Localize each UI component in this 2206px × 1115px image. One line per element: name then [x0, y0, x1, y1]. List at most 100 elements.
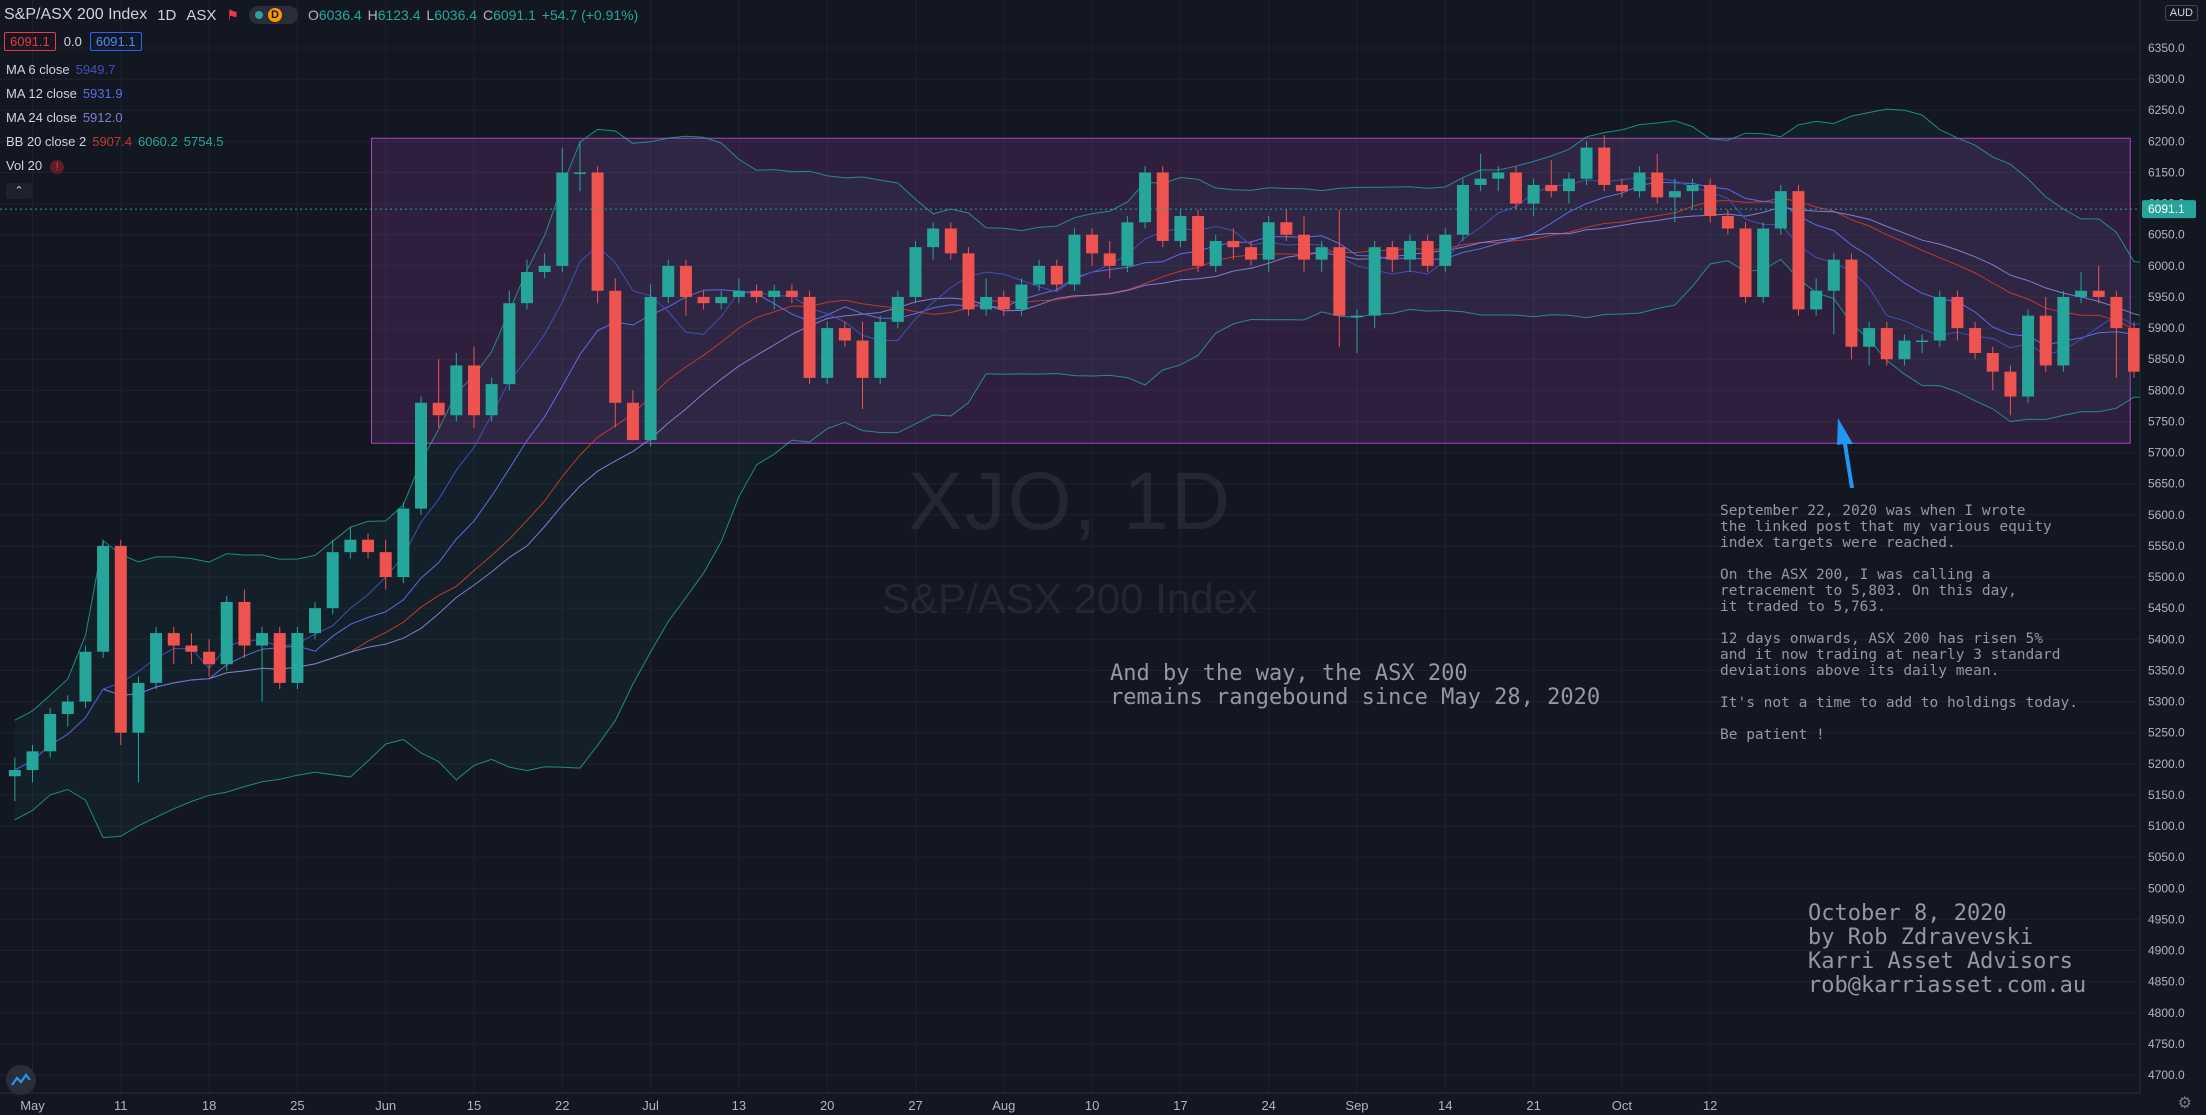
candle-body: [1439, 234, 1452, 266]
candle-body: [732, 290, 745, 297]
candle-body: [538, 265, 551, 273]
interval-label[interactable]: 1D: [157, 6, 177, 24]
candle-body: [1774, 191, 1787, 229]
time-tick-label: 11: [114, 1098, 128, 1113]
market-status-pill[interactable]: D: [248, 6, 298, 24]
currency-label[interactable]: AUD: [2164, 5, 2198, 21]
indicator-legend-row[interactable]: MA 6 close 5949.7: [6, 62, 115, 77]
candle-body: [874, 321, 887, 378]
candle-body: [132, 682, 145, 733]
time-tick-label: 18: [202, 1098, 216, 1113]
side-note: September 22, 2020 was when I wrote the …: [1720, 503, 2078, 743]
candle-body: [291, 633, 304, 683]
price-tick-label: 5650.0: [2148, 477, 2185, 491]
candle-body: [768, 290, 781, 297]
candle-body: [1757, 228, 1770, 297]
delayed-badge: D: [267, 8, 282, 22]
candle-body: [503, 303, 516, 385]
time-tick-label: 22: [555, 1098, 569, 1113]
candle-body: [1527, 184, 1540, 204]
candle-body: [1298, 234, 1311, 260]
indicator-value: 6060.2: [137, 134, 178, 149]
watermark-ticker: XJO, 1D: [908, 456, 1232, 547]
bollinger-band-fill: [14, 109, 2206, 838]
candle-body: [1792, 191, 1805, 310]
candle-body: [326, 552, 339, 609]
candle-body: [26, 751, 39, 771]
warning-icon[interactable]: !: [50, 160, 65, 174]
price-tick-label: 5450.0: [2148, 601, 2185, 615]
price-tick-label: 5100.0: [2148, 819, 2185, 833]
indicator-legend-row[interactable]: MA 24 close 5912.0: [6, 110, 123, 125]
candlesticks: [8, 135, 2206, 802]
candle-body: [609, 290, 622, 403]
sell-price-button[interactable]: 6091.1: [4, 32, 56, 51]
symbol-title[interactable]: S&P/ASX 200 Index: [4, 6, 148, 23]
price-tick-label: 5300.0: [2148, 695, 2185, 709]
time-tick-label: Oct: [1612, 1098, 1633, 1113]
gear-icon[interactable]: ⚙: [2177, 1095, 2192, 1112]
time-tick-label: 27: [908, 1098, 922, 1113]
time-tick-label: May: [20, 1098, 45, 1113]
candle-body: [1456, 184, 1469, 235]
flag-icon[interactable]: ⚑: [226, 6, 239, 23]
collapse-legend-button[interactable]: ⌃: [6, 183, 32, 199]
price-tick-label: 5850.0: [2148, 352, 2185, 366]
candle-body: [821, 328, 834, 378]
time-tick-label: Aug: [992, 1098, 1015, 1113]
candle-body: [1350, 315, 1363, 318]
candle-body: [1721, 216, 1734, 229]
candle-body: [150, 633, 163, 683]
tradingview-logo-icon[interactable]: [6, 1065, 36, 1095]
candle-body: [1315, 247, 1328, 260]
indicator-value: 5949.7: [75, 62, 116, 77]
candle-body: [1933, 296, 1946, 341]
bollinger-basis-line: [14, 197, 2206, 771]
candle-body: [1986, 352, 1999, 372]
indicator-legend-row[interactable]: BB 20 close 2 5907.4 6060.2 5754.5: [6, 134, 224, 149]
candle-body: [1827, 259, 1840, 291]
candle-body: [1492, 172, 1505, 179]
chart-grid: [0, 0, 2140, 1093]
time-axis: May 11 18 25 Jun 15 22 Jul 13 20 27 Aug 10 17 24 Sep 14 2…: [0, 1092, 2140, 1113]
candle-body: [1633, 172, 1646, 192]
candle-body: [1739, 228, 1752, 297]
candle-body: [2004, 371, 2017, 397]
candle-body: [697, 296, 710, 304]
last-price-badge: [2142, 200, 2196, 219]
candle-body: [2075, 290, 2088, 297]
time-tick-label: 14: [1438, 1098, 1452, 1113]
candle-body: [273, 633, 286, 683]
bollinger-fill-area: [14, 109, 2206, 838]
candle-body: [1916, 340, 1929, 343]
candle-body: [750, 290, 763, 297]
price-tick-label: 6150.0: [2148, 165, 2185, 179]
candle-body: [1386, 247, 1399, 260]
candle-body: [591, 172, 604, 291]
watermark-name: S&P/ASX 200 Index: [882, 575, 1258, 622]
candle-body: [256, 633, 269, 646]
price-tick-label: 4700.0: [2148, 1068, 2185, 1082]
price-tick-label: 4850.0: [2148, 975, 2185, 989]
candle-body: [61, 701, 74, 714]
candle-body: [362, 539, 375, 553]
candle-body: [1245, 247, 1258, 260]
candle-body: [803, 296, 816, 378]
candle-body: [1615, 184, 1628, 192]
candle-body: [626, 402, 639, 441]
indicator-label: MA 6 close: [6, 62, 70, 77]
candle-body: [1174, 216, 1187, 241]
bollinger-upper-line: [14, 108, 2206, 721]
candle-body: [1033, 265, 1046, 285]
indicator-legend-row[interactable]: MA 12 close 5931.9: [6, 86, 123, 101]
candle-body: [997, 296, 1010, 310]
candle-body: [1280, 222, 1293, 235]
price-tick-label: 5000.0: [2148, 881, 2185, 895]
candle-body: [1580, 147, 1593, 179]
buy-price-button[interactable]: 6091.1: [89, 32, 142, 51]
candle-body: [520, 272, 533, 304]
candle-body: [8, 770, 21, 777]
indicator-label: Vol 20: [6, 158, 43, 173]
indicator-legend-row[interactable]: Vol 20!: [6, 158, 65, 174]
